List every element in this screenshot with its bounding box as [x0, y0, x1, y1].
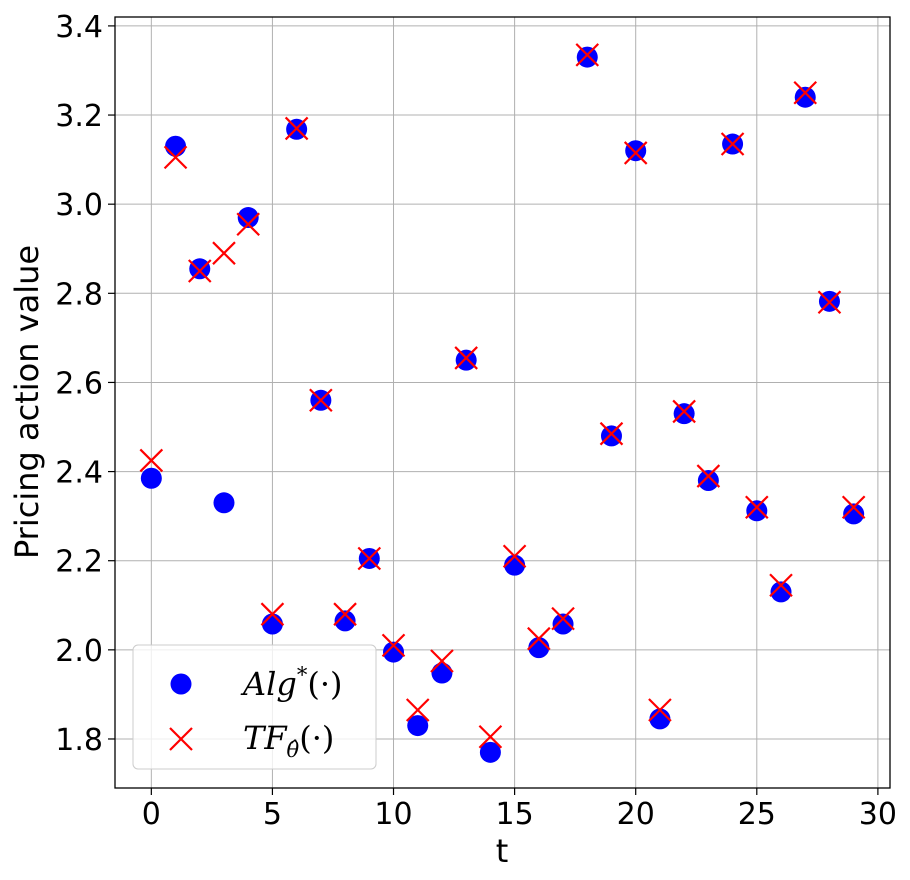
alg-point	[189, 258, 211, 280]
tf-point	[648, 698, 672, 722]
tf-point	[139, 448, 164, 473]
x-tick-label: 30	[859, 797, 897, 832]
alg-point	[746, 500, 768, 522]
alg-point	[455, 349, 477, 371]
tf-point	[769, 573, 793, 598]
tf-point	[551, 606, 575, 631]
alg-point	[479, 741, 501, 763]
tf-point	[502, 544, 527, 569]
tf-point	[454, 346, 478, 370]
y-tick-label: 1.8	[55, 723, 103, 758]
tf-point	[260, 602, 285, 626]
y-tick-label: 2.2	[55, 545, 103, 580]
alg-point	[552, 613, 574, 635]
y-tick-label: 2.4	[55, 456, 103, 491]
data-points	[139, 43, 866, 763]
y-tick-label: 2.8	[55, 277, 103, 312]
alg-point	[625, 140, 647, 162]
tf-point	[357, 546, 382, 571]
alg-point	[649, 708, 671, 730]
alg-point	[334, 610, 356, 632]
x-tick-label: 5	[263, 797, 282, 832]
tf-point	[381, 633, 406, 658]
tf-point	[817, 290, 842, 315]
tf-point	[236, 212, 260, 237]
tf-point	[333, 602, 357, 626]
tf-point	[672, 399, 696, 424]
alg-point	[165, 135, 187, 157]
y-tick-label: 2.0	[55, 634, 103, 669]
tf-point	[527, 626, 551, 651]
alg-point	[843, 503, 865, 525]
legend-label-alg: Alg*(·)	[240, 663, 342, 703]
alg-point	[261, 613, 283, 635]
tf-point	[623, 141, 648, 165]
axis-ticks: 0 5 10 15 20 25 30 1.8 2.0 2.2 2.4 2.6 2.8 3.0 3.2 3.4	[55, 10, 897, 832]
tf-point	[430, 649, 454, 673]
tf-point	[163, 145, 188, 170]
tf-point	[284, 116, 309, 141]
alg-point	[237, 207, 259, 229]
legend-marker-alg	[170, 673, 192, 695]
alg-point	[431, 662, 453, 684]
legend-box	[132, 644, 377, 770]
x-tick-label: 0	[142, 797, 161, 832]
tf-point	[841, 495, 866, 520]
tf-point	[212, 241, 236, 265]
tf-point	[187, 259, 212, 283]
tf-point	[309, 388, 333, 413]
y-tick-label: 3.2	[55, 99, 103, 134]
y-tick-label: 3.0	[55, 188, 103, 223]
tf-point	[575, 43, 600, 67]
tf-point	[745, 495, 769, 520]
tf-point	[720, 132, 745, 156]
alg-point	[528, 637, 550, 659]
x-tick-label: 25	[738, 797, 776, 832]
y-tick-label: 2.6	[55, 366, 103, 401]
alg-point	[213, 492, 235, 514]
plot-frame	[114, 16, 891, 789]
y-axis-label: Pricing action value	[8, 245, 46, 559]
alg-point	[140, 467, 162, 489]
x-tick-label: 20	[617, 797, 655, 832]
alg-point	[673, 403, 695, 425]
alg-point	[600, 425, 622, 447]
alg-point	[697, 469, 719, 491]
alg-point	[383, 641, 405, 663]
legend-marker-tf	[169, 727, 193, 751]
alg-point	[770, 581, 792, 603]
legend-label-tf: TFθ̂(·)	[243, 719, 334, 762]
legend: Alg*(·) TFθ̂(·)	[132, 644, 377, 770]
tf-point	[405, 698, 430, 722]
x-axis-label: t	[496, 832, 509, 870]
tf-point	[478, 724, 503, 749]
alg-point	[504, 554, 526, 576]
alg-point	[576, 46, 598, 68]
y-tick-label: 3.4	[55, 10, 103, 45]
tf-point	[599, 421, 624, 446]
x-tick-label: 15	[496, 797, 534, 832]
alg-point	[794, 86, 816, 108]
x-tick-label: 10	[374, 797, 412, 832]
tf-point	[793, 80, 818, 105]
tf-point	[696, 464, 721, 488]
alg-point	[407, 715, 429, 737]
